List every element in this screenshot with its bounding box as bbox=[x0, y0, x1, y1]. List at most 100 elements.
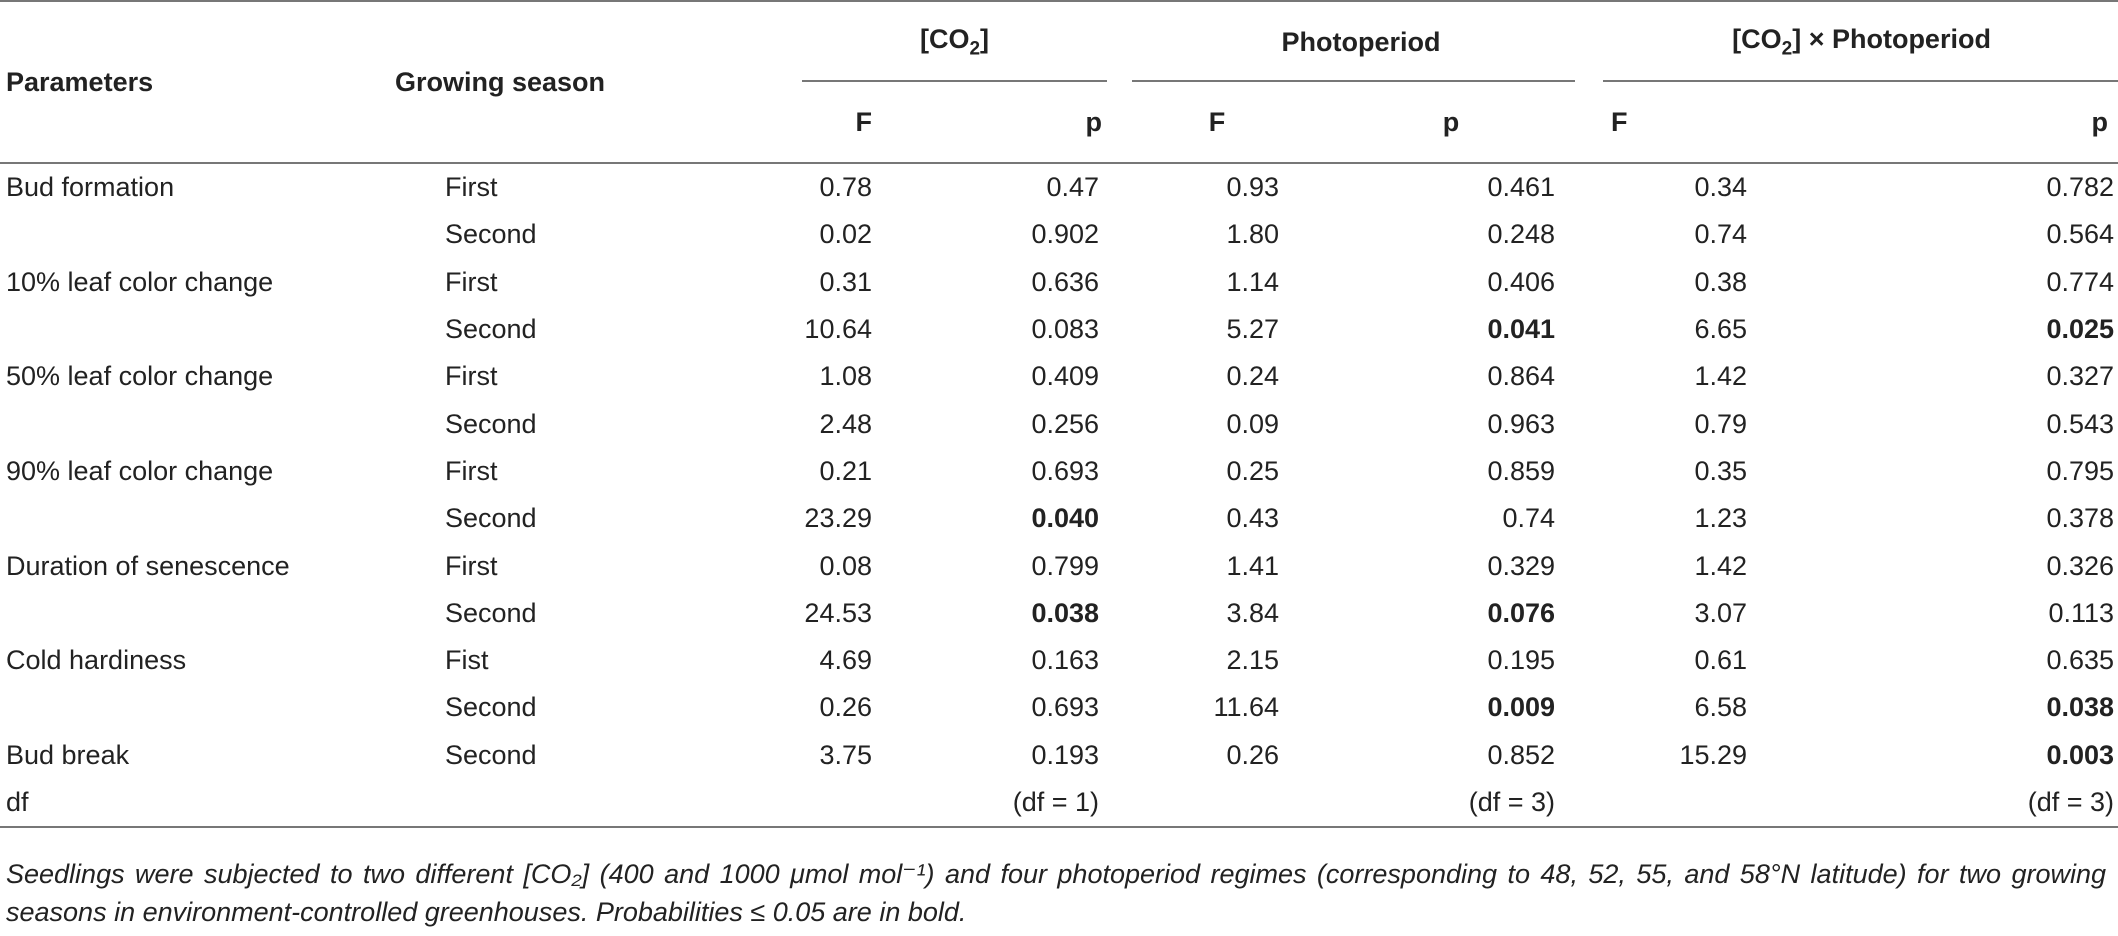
cell-f-value: 1.42 bbox=[1694, 550, 1748, 581]
cell-f-value: 10.64 bbox=[804, 314, 872, 345]
cell-p-value: 0.041 bbox=[1487, 314, 1556, 345]
cell-p-value: 0.009 bbox=[1487, 692, 1556, 723]
cell-f-value: 0.93 bbox=[1226, 172, 1280, 203]
cell-f-value: 0.26 bbox=[819, 692, 872, 723]
cell-f-value: 0.24 bbox=[1226, 361, 1280, 392]
cell-parameter: 50% leaf color change bbox=[6, 361, 274, 392]
cell-p-value: (df = 1) bbox=[1012, 787, 1100, 817]
cell-f-value: 1.42 bbox=[1694, 361, 1748, 392]
table-row: Duration of senescence First 0.08 0.799 1.41… bbox=[0, 542, 2118, 589]
cell-f-value: 2.15 bbox=[1226, 645, 1280, 676]
table-row: Second 0.02 0.902 1.80 0.248 0.74 0.564 bbox=[0, 211, 2118, 258]
cell-p-value: 0.406 bbox=[1487, 266, 1556, 297]
cell-p-value: 0.774 bbox=[2046, 266, 2115, 297]
cell-f-value: 0.79 bbox=[1694, 408, 1748, 439]
cell-f-value: 0.35 bbox=[1694, 455, 1748, 486]
table-body: Bud formation First 0.78 0.47 0.93 0.461 0.34 0… bbox=[0, 163, 2118, 828]
cell-p-value: 0.902 bbox=[1031, 219, 1100, 250]
cell-f-value: 6.65 bbox=[1694, 314, 1748, 345]
cell-season bbox=[393, 779, 722, 827]
cell-p-value: 0.040 bbox=[1031, 503, 1100, 534]
table-header: Parameters Growing season [CO2] Photoper… bbox=[0, 1, 2118, 163]
header-parameters: Parameters bbox=[6, 66, 154, 97]
table-footnote: Seedlings were subjected to two differen… bbox=[6, 859, 2106, 927]
cell-season: First bbox=[445, 455, 498, 486]
cell-f-value: 11.64 bbox=[1213, 692, 1280, 723]
cell-p-value: 0.461 bbox=[1487, 172, 1556, 203]
cell-p-value: 0.852 bbox=[1487, 739, 1556, 770]
cell-parameter: 10% leaf color change bbox=[6, 266, 274, 297]
cell-p-value: 0.409 bbox=[1031, 361, 1100, 392]
cell-p-value: 0.782 bbox=[2046, 172, 2115, 203]
cell-f-value: 1.41 bbox=[1226, 550, 1280, 581]
cell-p-value: 0.693 bbox=[1031, 455, 1100, 486]
cell-parameter: Cold hardiness bbox=[6, 645, 187, 676]
cell-f-value: 1.80 bbox=[1226, 219, 1280, 250]
table-row: 90% leaf color change First 0.21 0.693 0.25 0… bbox=[0, 448, 2118, 495]
cell-f-value: 23.29 bbox=[804, 503, 872, 534]
cell-p-value: 0.378 bbox=[2046, 503, 2115, 534]
cell-f-value: 0.78 bbox=[819, 172, 872, 203]
table-row: Second 10.64 0.083 5.27 0.041 6.65 0.025 bbox=[0, 306, 2118, 353]
cell-f-value: 15.29 bbox=[1679, 739, 1748, 770]
cell-p-value: 0.326 bbox=[2046, 550, 2115, 581]
cell-p-value: 0.543 bbox=[2046, 408, 2115, 439]
header-row-groups: Parameters Growing season [CO2] Photoper… bbox=[0, 1, 2118, 95]
cell-p-value: 0.038 bbox=[1031, 597, 1100, 628]
cell-f-value: 0.25 bbox=[1226, 455, 1280, 486]
cell-f-value: 6.58 bbox=[1694, 692, 1748, 723]
cell-f-value bbox=[1117, 779, 1317, 827]
cell-parameter: Duration of senescence bbox=[6, 550, 290, 581]
cell-p-value: 0.795 bbox=[2046, 455, 2115, 486]
cell-season: First bbox=[445, 266, 498, 297]
cell-parameter bbox=[0, 590, 393, 637]
cell-season: Second bbox=[445, 314, 537, 345]
cell-p-value: 0.47 bbox=[1046, 172, 1100, 203]
cell-p-value: 0.564 bbox=[2046, 219, 2115, 250]
table-row: Bud formation First 0.78 0.47 0.93 0.461 0.34 0… bbox=[0, 163, 2118, 211]
cell-p-value: 0.635 bbox=[2046, 645, 2115, 676]
cell-p-value: 0.256 bbox=[1031, 408, 1100, 439]
cell-f-value: 5.27 bbox=[1226, 314, 1280, 345]
group-rule bbox=[1132, 80, 1576, 82]
cell-f-value: 1.23 bbox=[1694, 503, 1748, 534]
table-row: Second 23.29 0.040 0.43 0.74 1.23 0.378 bbox=[0, 495, 2118, 542]
cell-p-value: 0.329 bbox=[1487, 550, 1556, 581]
cell-season: Second bbox=[445, 408, 537, 439]
cell-p-value: 0.193 bbox=[1031, 739, 1100, 770]
cell-parameter bbox=[0, 400, 393, 447]
cell-season: First bbox=[445, 172, 498, 203]
cell-f-value: 3.75 bbox=[819, 739, 872, 770]
cell-f-value: 0.09 bbox=[1226, 408, 1280, 439]
header-group-photoperiod: Photoperiod bbox=[1117, 1, 1585, 82]
anova-table: Parameters Growing season [CO2] Photoper… bbox=[0, 1, 2118, 828]
cell-f-value: 0.61 bbox=[1694, 645, 1748, 676]
cell-parameter bbox=[0, 495, 393, 542]
header-p: p bbox=[2091, 106, 2109, 137]
cell-p-value: 0.799 bbox=[1031, 550, 1100, 581]
cell-f-value: 0.02 bbox=[819, 219, 872, 250]
cell-f-value bbox=[722, 779, 872, 827]
cell-p-value: 0.248 bbox=[1487, 219, 1556, 250]
cell-parameter bbox=[0, 684, 393, 731]
cell-f-value: 24.53 bbox=[804, 597, 872, 628]
cell-p-value: 0.025 bbox=[2046, 314, 2115, 345]
cell-parameter bbox=[0, 211, 393, 258]
cell-season: Second bbox=[445, 219, 537, 250]
table-container: Parameters Growing season [CO2] Photoper… bbox=[0, 1, 2118, 828]
cell-f-value: 0.34 bbox=[1694, 172, 1748, 203]
cell-f-value: 1.08 bbox=[819, 361, 872, 392]
table-row: Bud break Second 3.75 0.193 0.26 0.852 15.29 0.… bbox=[0, 732, 2118, 779]
cell-f-value: 1.14 bbox=[1226, 266, 1280, 297]
cell-p-value: (df = 3) bbox=[1468, 787, 1556, 817]
cell-p-value: 0.076 bbox=[1487, 597, 1556, 628]
cell-f-value bbox=[1585, 779, 1780, 827]
cell-season: Second bbox=[445, 597, 537, 628]
cell-season: First bbox=[445, 550, 498, 581]
header-growing-season: Growing season bbox=[395, 66, 606, 97]
cell-p-value: 0.195 bbox=[1487, 645, 1556, 676]
cell-f-value: 3.07 bbox=[1694, 597, 1748, 628]
header-row-stats: F p F p F p bbox=[0, 82, 2118, 163]
cell-parameter: 90% leaf color change bbox=[6, 455, 274, 486]
cell-parameter bbox=[0, 306, 393, 353]
